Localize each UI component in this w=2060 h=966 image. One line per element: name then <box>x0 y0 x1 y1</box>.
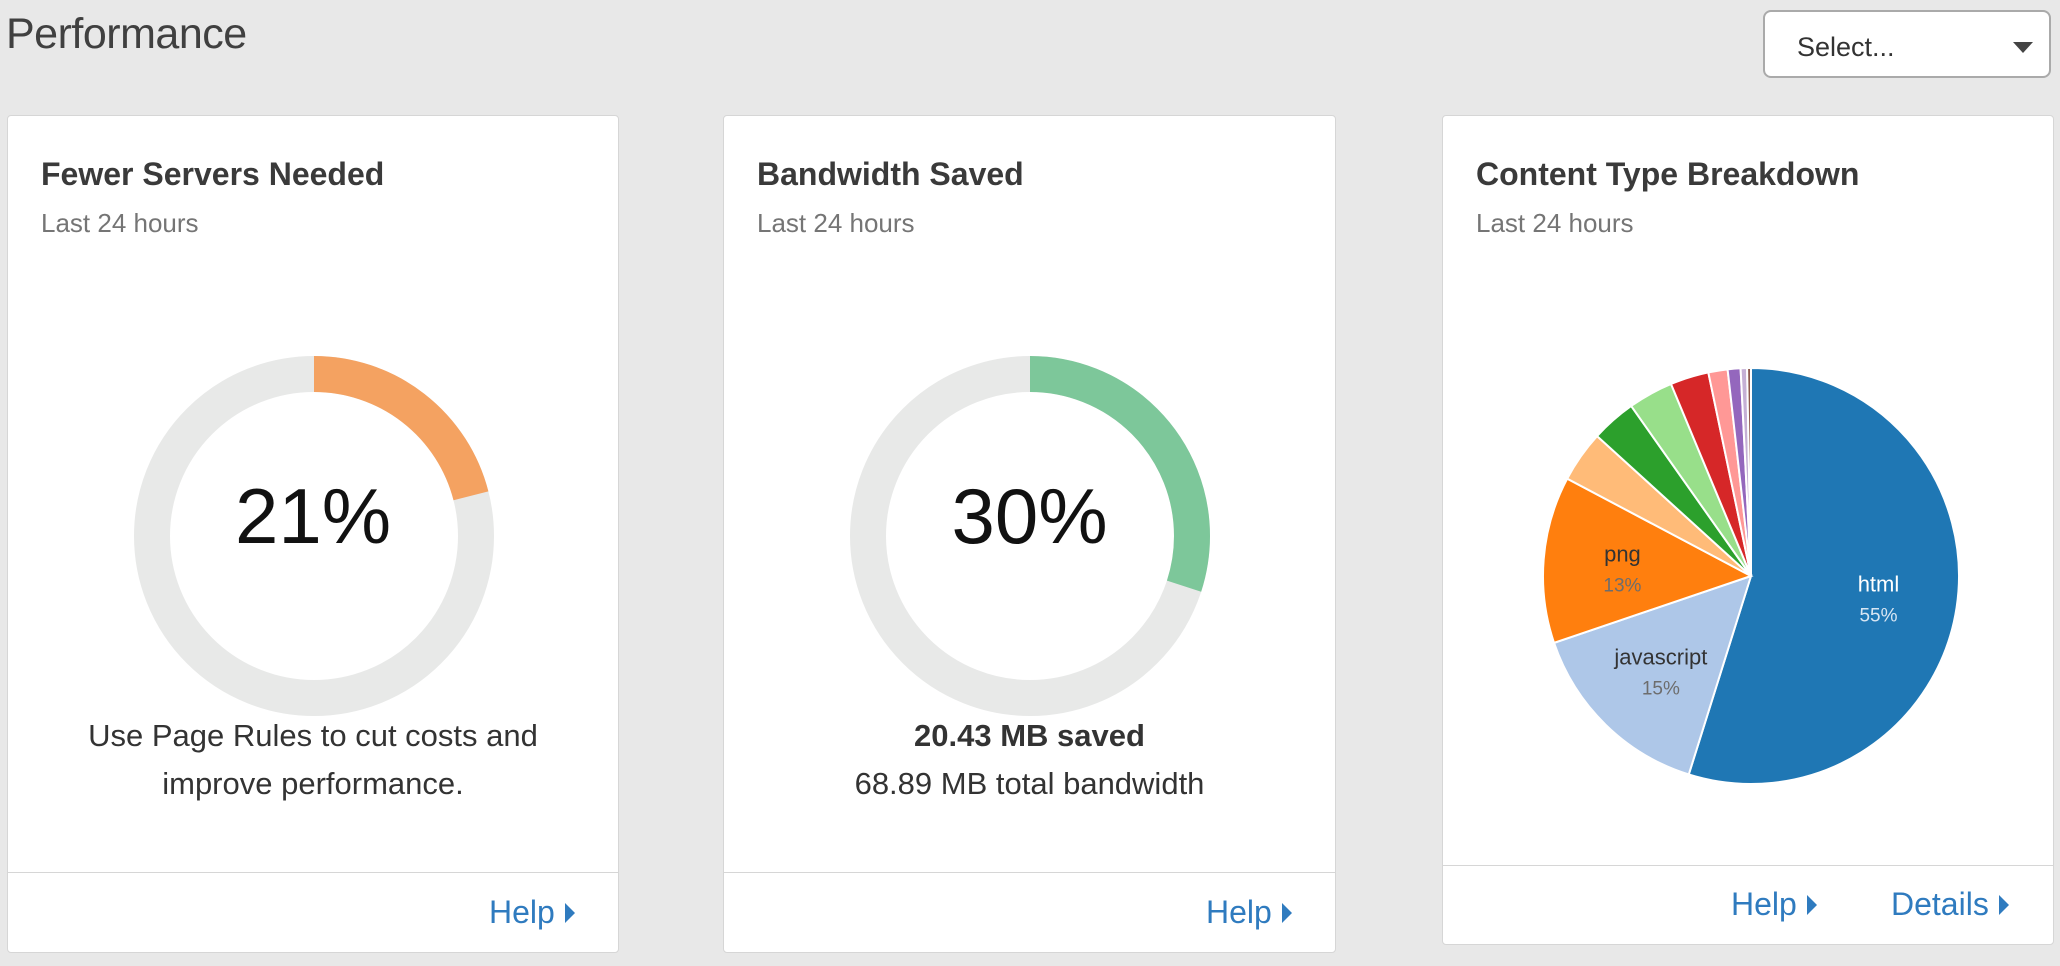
caret-right-icon <box>1806 894 1817 915</box>
caret-right-icon <box>1281 902 1292 923</box>
pie-slice[interactable] <box>1746 366 1752 577</box>
card-subtitle: Last 24 hours <box>41 208 199 238</box>
message-line: Use Page Rules to cut costs and <box>88 718 538 753</box>
pie-label: png <box>1604 542 1641 567</box>
card-title: Bandwidth Saved <box>757 156 1024 192</box>
servers-message: Use Page Rules to cut costs and improve … <box>8 712 618 808</box>
card-title: Content Type Breakdown <box>1476 156 1860 192</box>
details-link[interactable]: Details <box>1891 886 2009 923</box>
content-type-card: Content Type Breakdown Last 24 hours htm… <box>1442 115 2054 945</box>
donut-progress <box>850 356 1210 716</box>
select-value: Select... <box>1797 32 1895 62</box>
card-title: Fewer Servers Needed <box>41 156 385 192</box>
time-range-select[interactable]: Select... <box>1763 10 2051 78</box>
card-subtitle: Last 24 hours <box>757 208 915 238</box>
card-divider <box>8 872 618 873</box>
bandwidth-saved-value: 20.43 MB saved <box>914 718 1145 753</box>
pie-percent-label: 13% <box>1603 576 1641 597</box>
bandwidth-percent: 30% <box>951 472 1108 560</box>
pie-label: html <box>1858 572 1900 597</box>
content-type-pie-chart: html 55% javascript 15% png 13% <box>1542 366 1960 785</box>
pie-slice-html[interactable] <box>1687 366 1960 785</box>
page-title: Performance <box>6 10 247 58</box>
pie-slice-javascript[interactable] <box>1552 574 1753 776</box>
help-label: Help <box>1206 894 1272 930</box>
help-link[interactable]: Help <box>1206 894 1292 931</box>
chevron-down-icon <box>2013 42 2033 53</box>
help-label: Help <box>489 894 555 930</box>
pie-percent-label: 55% <box>1859 606 1897 627</box>
pie-percent-label: 15% <box>1642 678 1680 699</box>
fewer-servers-card: Fewer Servers Needed Last 24 hours 21% U… <box>7 115 619 953</box>
servers-donut <box>134 356 494 716</box>
card-divider <box>1443 865 2053 866</box>
caret-right-icon <box>564 902 575 923</box>
bandwidth-saved-card: Bandwidth Saved Last 24 hours 30% 20.43 … <box>723 115 1336 953</box>
pie-label: javascript <box>1613 644 1707 669</box>
servers-percent: 21% <box>234 472 392 560</box>
card-divider <box>724 872 1335 873</box>
details-label: Details <box>1891 886 1989 922</box>
caret-right-icon <box>1998 894 2009 915</box>
bandwidth-message: 20.43 MB saved 68.89 MB total bandwidth <box>724 712 1335 808</box>
donut-progress <box>134 356 494 716</box>
pie-slice-png[interactable] <box>1542 477 1754 645</box>
message-line: improve performance. <box>162 766 464 801</box>
help-link[interactable]: Help <box>1731 886 1817 923</box>
bandwidth-total-value: 68.89 MB total bandwidth <box>854 766 1205 801</box>
card-subtitle: Last 24 hours <box>1476 208 1634 238</box>
help-link[interactable]: Help <box>489 894 575 931</box>
bandwidth-donut <box>850 356 1210 716</box>
help-label: Help <box>1731 886 1797 922</box>
